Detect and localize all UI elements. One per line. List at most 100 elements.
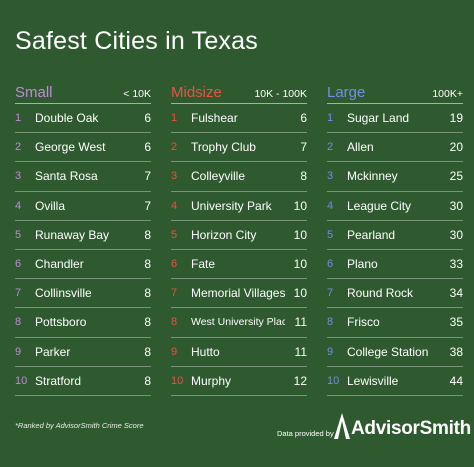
table-row: 3 Santa Rosa 7	[15, 162, 151, 192]
rank-number: 1	[15, 112, 22, 125]
crime-score: 8	[144, 344, 151, 359]
table-row: 9 Hutto 11	[171, 338, 307, 367]
city-name: Sugar Land	[347, 111, 410, 126]
crime-score: 10	[293, 257, 307, 272]
rank-number: 2	[171, 141, 178, 154]
crime-score: 8	[144, 286, 151, 301]
crime-score: 30	[449, 198, 463, 213]
city-name: West University Place	[191, 316, 285, 329]
city-name: Memorial Villages	[191, 286, 285, 301]
crime-score: 35	[449, 315, 463, 330]
rank-number: 3	[327, 170, 334, 183]
crime-score: 10	[293, 198, 307, 213]
rank-number: 1	[171, 112, 178, 125]
column-header: Small < 10K	[15, 80, 151, 104]
rank-number: 6	[327, 258, 334, 271]
table-row: 9 Parker 8	[15, 338, 151, 367]
group-range: 100K+	[432, 88, 463, 100]
crime-score: 7	[144, 169, 151, 184]
column-header: Large 100K+	[327, 80, 463, 104]
table-row: 2 George West 6	[15, 133, 151, 163]
city-name: Fate	[191, 257, 216, 272]
rank-number: 9	[171, 345, 178, 358]
table-row: 3 Colleyville 8	[171, 162, 307, 192]
group-range: < 10K	[123, 88, 151, 100]
city-name: Ovilla	[35, 198, 66, 213]
rank-number: 1	[327, 112, 334, 125]
city-name: Santa Rosa	[35, 169, 98, 184]
brand-name: AdvisorSmith	[351, 418, 471, 439]
city-name: Parker	[35, 344, 71, 359]
table-row: 3 Mckinney 25	[327, 162, 463, 192]
city-name: Chandler	[35, 257, 84, 272]
table-row: 4 University Park 10	[171, 192, 307, 221]
rank-number: 2	[15, 141, 22, 154]
city-name: University Park	[191, 198, 272, 213]
rank-number: 8	[15, 316, 22, 329]
rank-number: 7	[15, 287, 22, 300]
city-name: Hutto	[191, 344, 220, 359]
city-name: Colleyville	[191, 169, 246, 184]
group-name: Midsize	[171, 84, 222, 101]
crime-score: 38	[449, 344, 463, 359]
city-name: College Station	[347, 344, 429, 359]
city-name: Round Rock	[347, 286, 414, 301]
rank-number: 2	[327, 141, 334, 154]
city-name: Stratford	[35, 373, 82, 388]
chart-title: Safest Cities in Texas	[15, 27, 258, 55]
table-row: 9 College Station 38	[327, 338, 463, 367]
rank-number: 4	[327, 199, 334, 212]
table-row: 7 Memorial Villages 10	[171, 279, 307, 309]
rank-number: 5	[171, 228, 178, 241]
city-name: Frisco	[347, 315, 380, 330]
city-name: Murphy	[191, 373, 232, 388]
city-name: League City	[347, 198, 412, 213]
city-name: Fulshear	[191, 111, 238, 126]
table-row: 1 Sugar Land 19	[327, 104, 463, 134]
crime-score: 6	[144, 140, 151, 155]
rank-number: 9	[15, 345, 22, 358]
rank-number: 5	[327, 228, 334, 241]
group-name: Large	[327, 84, 366, 101]
table-row: 4 Ovilla 7	[15, 192, 151, 221]
rank-number: 3	[15, 170, 22, 183]
crime-score: 8	[144, 373, 151, 388]
table-row: 1 Double Oak 6	[15, 104, 151, 134]
crime-score: 33	[449, 257, 463, 272]
crime-score: 11	[294, 344, 307, 359]
column-large: Large 100K+ 1 Sugar Land 19 2 Allen 20 3 Mckinn…	[327, 80, 463, 396]
table-row: 6 Chandler 8	[15, 250, 151, 280]
crime-score: 8	[144, 315, 151, 330]
table-row: 10 Lewisville 44	[327, 367, 463, 396]
crime-score: 7	[144, 198, 151, 213]
table-row: 4 League City 30	[327, 192, 463, 221]
rank-number: 9	[327, 345, 334, 358]
crime-score: 8	[144, 227, 151, 242]
table-row: 1 Fulshear 6	[171, 104, 307, 134]
column-small: Small < 10K 1 Double Oak 6 2 George West 6 3 Sa…	[15, 80, 151, 396]
crime-score: 8	[300, 169, 307, 184]
table-row: 8 Frisco 35	[327, 308, 463, 338]
crime-score: 12	[293, 373, 307, 388]
city-name: Mckinney	[347, 169, 398, 184]
crime-score: 19	[449, 111, 463, 126]
table-row: 5 Runaway Bay 8	[15, 221, 151, 250]
rank-number: 8	[327, 316, 334, 329]
advisorsmith-logo-icon	[334, 413, 350, 439]
crime-score: 20	[449, 140, 463, 155]
rank-number: 6	[171, 258, 178, 271]
table-row: 2 Trophy Club 7	[171, 133, 307, 163]
rank-number: 10	[171, 374, 184, 387]
crime-score: 34	[449, 286, 463, 301]
city-name: George West	[35, 140, 106, 155]
table-row: 8 West University Place 11	[171, 308, 307, 338]
rank-number: 4	[171, 199, 178, 212]
city-name: Allen	[347, 140, 374, 155]
city-name: Horizon City	[191, 227, 257, 242]
crime-score: 6	[300, 111, 307, 126]
table-row: 6 Fate 10	[171, 250, 307, 280]
table-row: 5 Pearland 30	[327, 221, 463, 250]
rank-number: 3	[171, 170, 178, 183]
rank-number: 10	[327, 374, 340, 387]
table-row: 2 Allen 20	[327, 133, 463, 163]
